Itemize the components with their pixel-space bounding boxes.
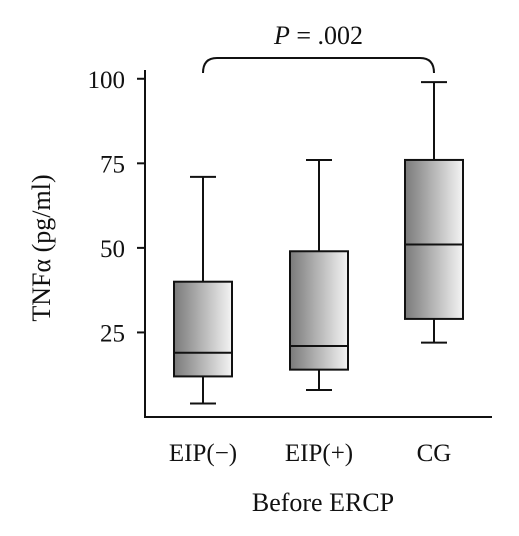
y-tick-label: 75 — [100, 151, 125, 178]
box-1 — [173, 175, 233, 405]
iqr-box — [404, 158, 464, 320]
x-tick-label: EIP(−) — [169, 440, 237, 467]
box-3 — [404, 81, 464, 344]
x-tick-labels: EIP(−) EIP(+) CG — [169, 440, 451, 467]
y-ticks: 25 50 75 100 — [88, 67, 145, 347]
p-value-label: P = .002 — [273, 21, 363, 50]
significance-annotation: P = .002 — [202, 21, 435, 74]
p-symbol: P — [273, 21, 290, 50]
y-tick-label: 25 — [100, 320, 125, 347]
axes — [144, 70, 492, 418]
y-axis-title: TNFα (pg/ml) — [27, 174, 56, 321]
x-axis-title: Before ERCP — [252, 488, 394, 517]
iqr-box — [173, 280, 233, 378]
p-value: = .002 — [290, 21, 363, 50]
box-series — [173, 81, 464, 405]
x-tick-label: CG — [417, 440, 452, 467]
x-tick-label: EIP(+) — [285, 440, 353, 467]
box-2 — [289, 158, 349, 391]
significance-bracket — [202, 57, 435, 74]
iqr-box — [289, 250, 349, 371]
y-tick-label: 50 — [100, 236, 125, 263]
y-tick-label: 100 — [88, 67, 126, 94]
